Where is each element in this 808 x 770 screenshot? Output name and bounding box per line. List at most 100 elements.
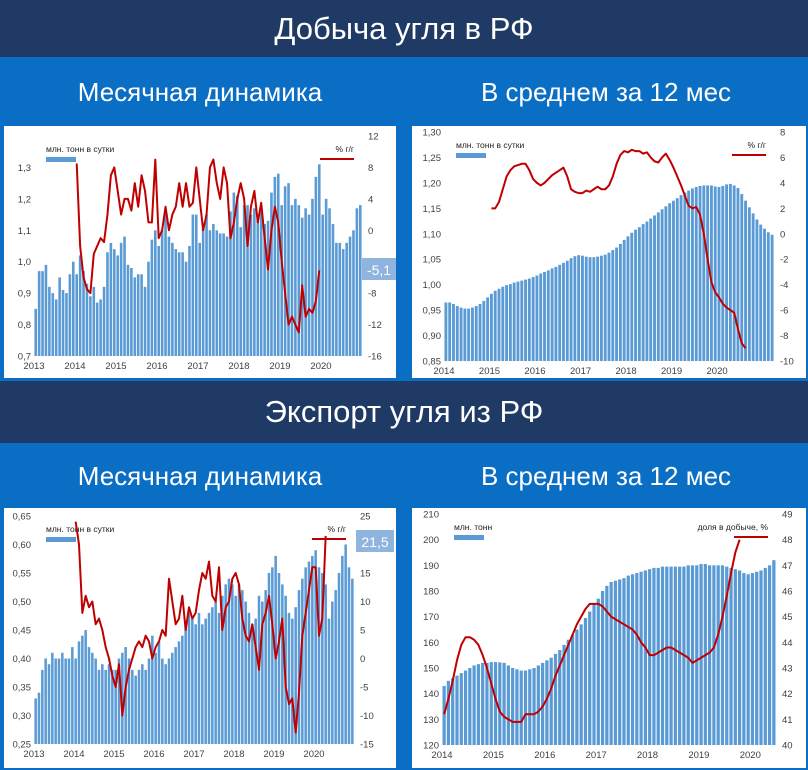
- bar: [569, 258, 573, 361]
- bar: [239, 227, 243, 356]
- x-tick-label: 2018: [228, 361, 249, 372]
- bar: [341, 555, 344, 744]
- bar: [570, 634, 575, 745]
- bar: [171, 652, 174, 744]
- bar: [728, 183, 732, 361]
- bar: [267, 573, 271, 744]
- legend-bar-label: млн. тонн в сутки: [46, 144, 114, 154]
- bar: [317, 164, 321, 356]
- x-tick-label: 2017: [570, 366, 591, 377]
- bar: [237, 584, 241, 744]
- bar: [291, 618, 294, 744]
- bar: [742, 573, 746, 745]
- bar: [34, 698, 37, 744]
- bar: [527, 278, 531, 361]
- bar: [626, 236, 630, 361]
- bar: [271, 567, 274, 744]
- bar: [89, 296, 92, 356]
- bar: [297, 590, 301, 744]
- bar: [691, 188, 694, 361]
- x-tick-label: 2020: [303, 749, 324, 760]
- bar: [755, 571, 759, 745]
- x-tick-label: 2015: [483, 750, 504, 761]
- y-right-tick-label: 4: [368, 194, 373, 205]
- bar: [358, 205, 362, 356]
- bar: [184, 261, 188, 356]
- bar: [331, 224, 335, 356]
- y-right-tick-label: 4: [780, 178, 785, 189]
- bar: [177, 252, 181, 356]
- bar: [254, 618, 257, 744]
- bar: [277, 573, 281, 744]
- bar: [747, 207, 751, 361]
- bar: [442, 685, 446, 745]
- bar: [536, 665, 540, 745]
- bar: [732, 185, 736, 361]
- bar: [181, 635, 184, 744]
- subtitle-production-monthly: Месячная динамика: [77, 77, 323, 107]
- bar: [311, 198, 314, 356]
- bar: [106, 252, 109, 356]
- line-series: [75, 158, 321, 334]
- y-left-tick-label: 170: [423, 612, 439, 623]
- export_monthly-svg: 0,25 0,30 0,35 0,40 0,45 0,50 0,55 0,60 0,65 -15 -…: [13, 512, 394, 760]
- bar: [37, 271, 41, 356]
- bar: [77, 641, 81, 744]
- bar: [592, 603, 596, 745]
- bar: [675, 198, 679, 361]
- bar: [337, 573, 341, 744]
- bar: [486, 297, 490, 361]
- x-tick-label: 2018: [616, 366, 637, 377]
- bar: [75, 274, 79, 356]
- bar: [489, 293, 493, 361]
- bar: [58, 277, 61, 356]
- y-left-tick-label: 0,50: [13, 597, 32, 608]
- bar: [201, 227, 205, 356]
- y-right-tick-label: -8: [780, 331, 788, 342]
- x-tick-label: 2016: [143, 749, 164, 760]
- y-left-tick-label: 1,15: [423, 204, 442, 215]
- bar: [725, 184, 729, 361]
- bar: [643, 570, 648, 745]
- bar: [218, 233, 222, 356]
- x-tick-label: 2019: [688, 750, 709, 761]
- bar: [68, 274, 72, 356]
- bar: [263, 224, 266, 356]
- bar: [116, 255, 120, 356]
- y-left-tick-label: 1,3: [18, 163, 31, 174]
- y-right-tick-label: 45: [782, 612, 793, 623]
- bar: [130, 268, 133, 356]
- bar: [126, 264, 130, 356]
- bar: [664, 206, 668, 361]
- bar: [459, 307, 463, 361]
- bar-series: [34, 164, 362, 356]
- bar: [287, 612, 291, 744]
- legend-bar-swatch: [456, 153, 486, 158]
- bar: [668, 203, 672, 361]
- bar: [188, 246, 191, 356]
- bar: [91, 652, 94, 744]
- y-left-tick-label: 0,85: [423, 357, 442, 368]
- bar: [171, 242, 174, 356]
- bar: [321, 214, 325, 356]
- bar: [588, 257, 592, 361]
- bar: [539, 273, 543, 361]
- bar: [573, 256, 577, 361]
- bar: [630, 232, 634, 361]
- bar: [455, 306, 459, 361]
- y-left-tick-label: 0,45: [13, 626, 32, 637]
- bar: [251, 624, 254, 744]
- bar: [227, 578, 231, 744]
- y-left-tick-label: 190: [423, 561, 439, 572]
- y-left-tick-label: 0,35: [13, 683, 32, 694]
- bar: [157, 246, 161, 356]
- x-tick-label: 2015: [479, 366, 500, 377]
- y-left-tick-label: 1,30: [423, 128, 442, 139]
- bar: [553, 653, 558, 745]
- bar-series: [444, 183, 774, 361]
- y-right-tick-label: 0: [780, 229, 785, 240]
- bar: [489, 662, 493, 745]
- bar: [459, 673, 463, 745]
- y-left-tick-label: 0,55: [13, 569, 32, 580]
- bar: [222, 233, 225, 356]
